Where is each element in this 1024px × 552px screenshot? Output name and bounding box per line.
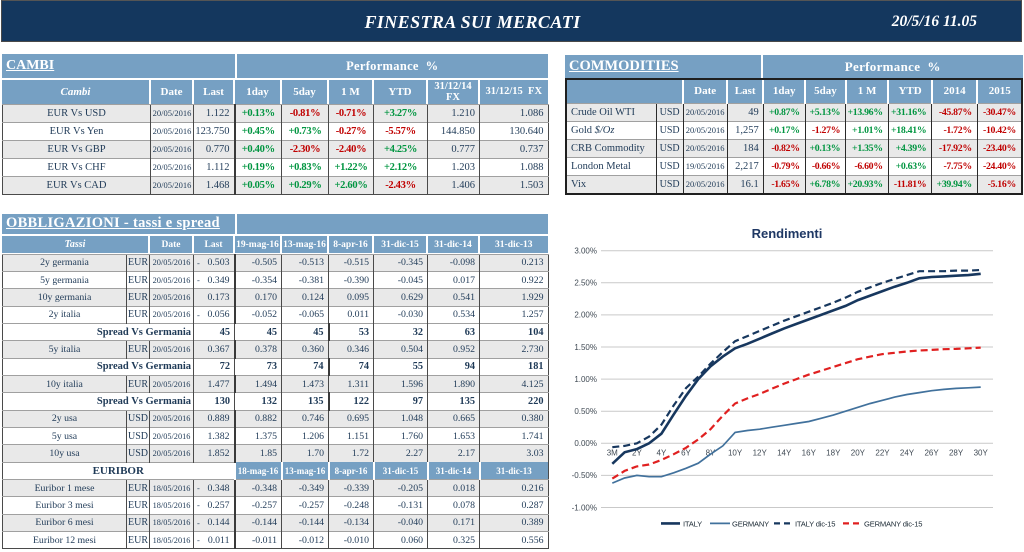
svg-text:28Y: 28Y [949,448,964,457]
svg-text:0.00%: 0.00% [574,439,597,448]
svg-text:18Y: 18Y [826,448,841,457]
svg-text:20Y: 20Y [851,448,866,457]
svg-text:GERMANY: GERMANY [732,519,769,528]
svg-text:1.00%: 1.00% [574,375,597,384]
svg-text:ITALY dic-15: ITALY dic-15 [795,519,835,528]
svg-text:GERMANY dic-15: GERMANY dic-15 [864,519,922,528]
svg-text:4Y: 4Y [657,448,667,457]
svg-text:ITALY: ITALY [683,519,702,528]
svg-text:30Y: 30Y [974,448,989,457]
svg-text:Rendimenti: Rendimenti [752,226,823,241]
svg-text:2.50%: 2.50% [574,279,597,288]
svg-text:-1.00%: -1.00% [572,503,597,512]
svg-text:26Y: 26Y [924,448,939,457]
svg-text:3.00%: 3.00% [574,247,597,256]
svg-text:6Y: 6Y [681,448,691,457]
svg-text:8Y: 8Y [706,448,716,457]
svg-text:22Y: 22Y [875,448,890,457]
svg-text:10Y: 10Y [728,448,743,457]
svg-text:2.00%: 2.00% [574,311,597,320]
svg-text:14Y: 14Y [777,448,792,457]
svg-text:12Y: 12Y [753,448,768,457]
svg-text:1.50%: 1.50% [574,343,597,352]
svg-text:24Y: 24Y [900,448,915,457]
svg-text:0.50%: 0.50% [574,407,597,416]
svg-text:3M: 3M [607,448,618,457]
svg-text:16Y: 16Y [802,448,817,457]
svg-text:2Y: 2Y [632,448,642,457]
svg-text:-0.50%: -0.50% [572,471,597,480]
